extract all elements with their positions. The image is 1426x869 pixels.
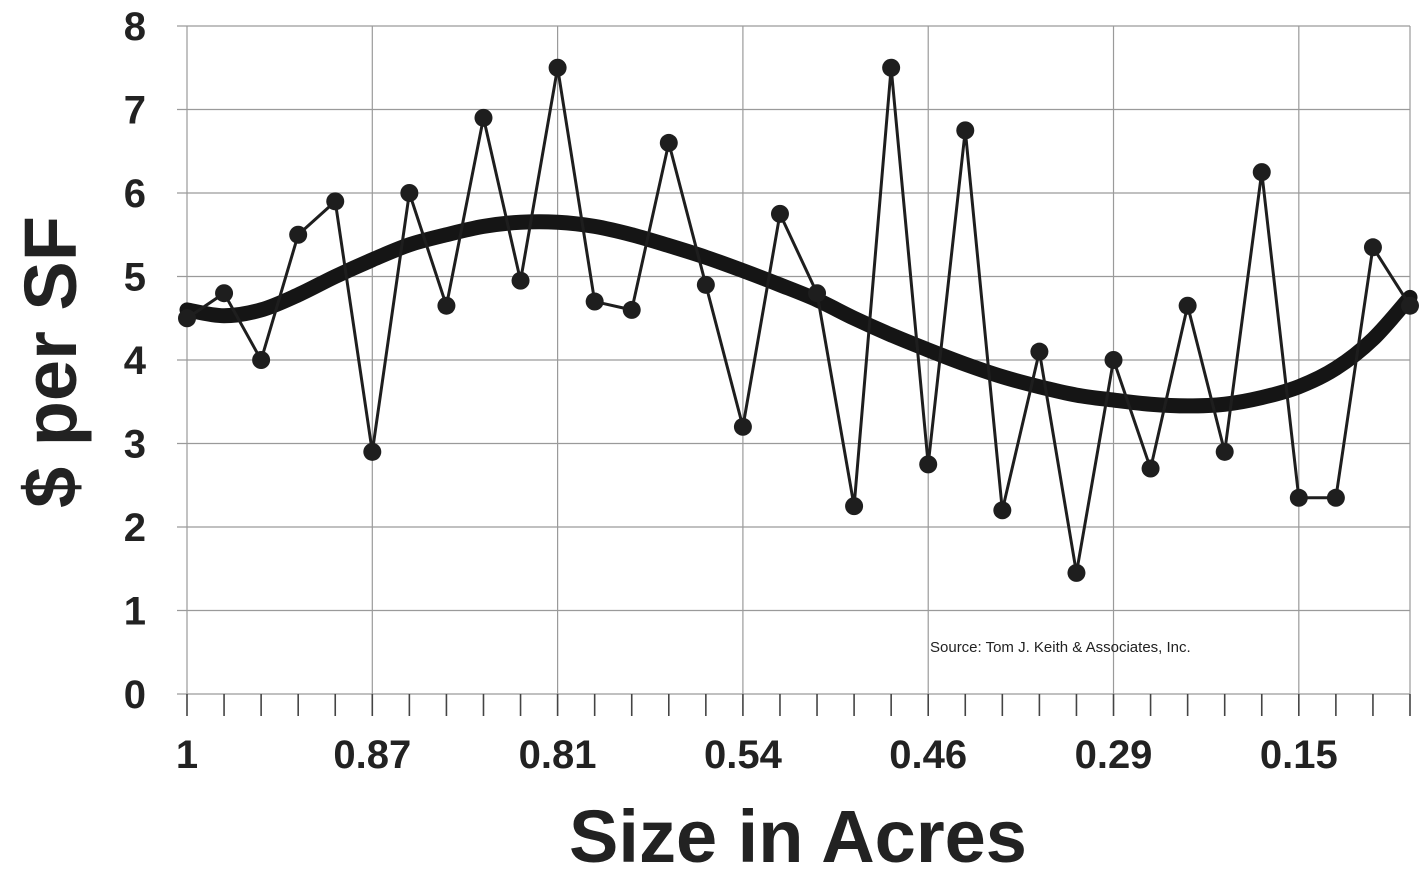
y-tick-label: 4 <box>124 339 147 383</box>
x-tick-label: 0.54 <box>704 733 783 777</box>
data-point <box>1289 488 1308 507</box>
data-point <box>548 58 567 77</box>
y-tick-label: 5 <box>124 256 146 300</box>
data-point <box>845 497 864 516</box>
x-tick-label: 0.29 <box>1075 733 1153 777</box>
source-note: Source: Tom J. Keith & Associates, Inc. <box>930 639 1191 656</box>
y-axis-title: $ per SF <box>9 216 92 508</box>
x-axis-title: Size in Acres <box>569 795 1027 869</box>
data-point <box>289 225 308 244</box>
data-point <box>919 455 938 474</box>
y-tick-label: 2 <box>124 506 146 550</box>
data-point <box>326 192 345 211</box>
y-tick-label: 3 <box>124 423 146 467</box>
y-tick-label: 8 <box>124 5 146 49</box>
trend-line <box>179 214 1418 414</box>
x-tick-label: 0.81 <box>519 733 597 777</box>
data-point <box>474 108 493 127</box>
data-point <box>363 442 382 461</box>
data-point <box>1326 488 1345 507</box>
data-point <box>1252 163 1271 182</box>
data-point <box>622 300 641 319</box>
data-point <box>511 271 530 290</box>
grid <box>177 25 1411 695</box>
y-tick-label: 0 <box>124 673 146 717</box>
data-point <box>215 284 234 303</box>
x-tick-label: 1 <box>176 733 198 777</box>
data-point <box>1141 459 1160 478</box>
data-series <box>186 67 1412 574</box>
data-point <box>993 501 1012 520</box>
x-axis-ticks: 1 0.87 0.81 0.54 0.46 0.29 0.15 <box>176 694 1411 777</box>
data-point <box>1363 238 1382 257</box>
y-tick-label: 7 <box>124 89 146 133</box>
data-point <box>1401 296 1419 315</box>
series-line <box>186 67 1412 574</box>
data-point <box>1178 296 1197 315</box>
y-tick-label: 1 <box>124 590 146 634</box>
data-point <box>882 58 901 77</box>
data-point <box>1104 351 1123 369</box>
data-point <box>1215 442 1234 461</box>
data-point <box>956 121 975 140</box>
y-tick-label: 6 <box>124 172 146 216</box>
data-point <box>770 204 789 223</box>
data-point <box>585 292 604 311</box>
data-point <box>1030 342 1049 361</box>
data-point <box>659 133 678 152</box>
data-point <box>696 275 715 294</box>
y-axis-ticks: 0 1 2 3 4 5 6 7 8 <box>124 5 147 717</box>
data-point <box>1067 563 1086 582</box>
data-point <box>808 284 827 303</box>
x-tick-label: 0.87 <box>333 733 411 777</box>
x-tick-label: 0.15 <box>1260 733 1338 777</box>
x-tick-label: 0.46 <box>889 733 967 777</box>
data-point <box>400 184 419 202</box>
data-point <box>178 309 196 328</box>
data-point <box>437 296 456 315</box>
data-point <box>733 417 752 436</box>
trend-series <box>179 214 1418 414</box>
data-markers <box>178 58 1419 582</box>
data-point <box>252 351 271 369</box>
